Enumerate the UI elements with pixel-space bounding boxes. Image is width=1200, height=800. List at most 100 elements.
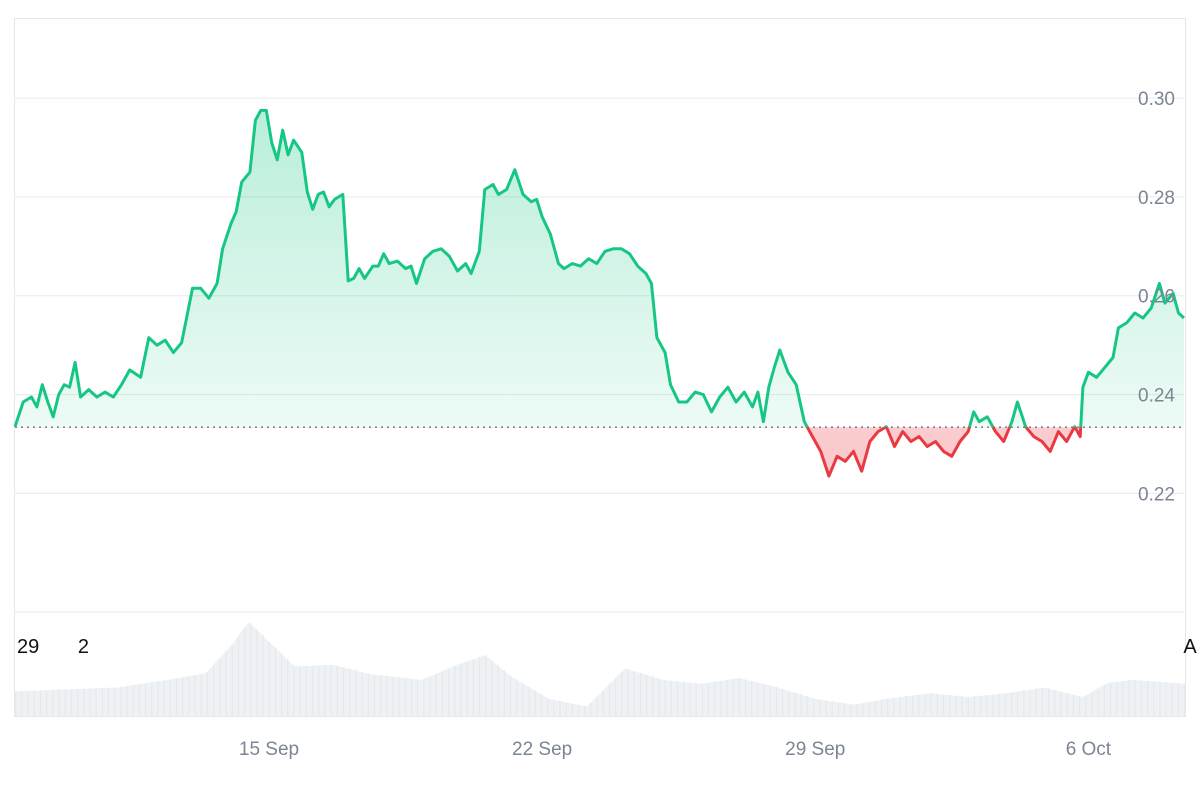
volume-bar	[744, 679, 747, 716]
edge-label: 29	[17, 636, 39, 658]
volume-bar	[775, 687, 778, 716]
volume-bar	[1153, 681, 1155, 716]
plot-frame	[14, 18, 1186, 717]
volume-bar	[608, 684, 611, 716]
volume-bar	[887, 698, 889, 716]
volume-bar	[1171, 682, 1173, 716]
volume-bar	[769, 685, 771, 716]
volume-bar	[342, 667, 345, 716]
volume-bar	[256, 629, 258, 716]
volume-bar	[435, 674, 437, 716]
volume-bar	[621, 672, 623, 716]
volume-bar	[1054, 690, 1056, 716]
area-fill-above-baseline	[15, 110, 1184, 428]
volume-bar	[850, 704, 852, 716]
volume-bar	[101, 688, 103, 716]
volume-bar	[194, 675, 196, 716]
volume-bar	[336, 665, 338, 716]
volume-bar	[410, 678, 413, 716]
volume-bar	[874, 700, 877, 716]
volume-bar	[89, 688, 91, 716]
volume-bar	[497, 665, 499, 716]
volume-bar	[324, 665, 326, 716]
volume-bar	[175, 678, 178, 716]
volume-bar	[114, 687, 116, 716]
volume-bar	[973, 696, 976, 716]
volume-bar	[305, 666, 308, 716]
volume-bar	[571, 703, 574, 716]
volume-bar	[243, 628, 246, 716]
volume-bar	[553, 699, 555, 716]
volume-bar	[318, 665, 320, 716]
volume-bar	[169, 679, 171, 716]
volume-bar	[107, 687, 110, 716]
volume-bar	[1097, 688, 1099, 716]
volume-bar	[33, 690, 35, 716]
volume-bar	[417, 679, 419, 716]
volume-bar	[126, 686, 128, 716]
volume-bar	[349, 668, 351, 716]
volume-bar	[491, 660, 493, 716]
volume-bar	[812, 698, 815, 716]
volume-bar	[652, 676, 654, 716]
volume-bar	[70, 689, 73, 716]
volume-bar	[299, 666, 301, 716]
volume-bar	[237, 636, 240, 716]
volume-bar	[627, 669, 629, 716]
volume-bar	[516, 679, 518, 716]
volume-bar	[1091, 692, 1093, 716]
x-tick-label: 15 Sep	[239, 739, 299, 760]
volume-bar	[782, 688, 784, 716]
volume-bar	[856, 704, 858, 716]
volume-bar	[670, 680, 672, 716]
volume-bar	[1035, 688, 1037, 716]
volume-bar	[1140, 680, 1143, 716]
volume-bar	[95, 688, 97, 716]
volume-bar	[392, 676, 394, 716]
volume-bar	[559, 701, 561, 716]
volume-bar	[918, 694, 920, 716]
x-tick-label: 29 Sep	[785, 739, 845, 760]
volume-bar	[58, 689, 60, 716]
volume-bar	[1072, 694, 1075, 716]
volume-bar	[924, 693, 926, 716]
volume-bar	[21, 691, 23, 716]
volume-bar	[212, 665, 215, 716]
volume-bar	[720, 680, 722, 716]
volume-bar	[206, 672, 209, 716]
volume-bar	[281, 653, 283, 716]
volume-bar	[862, 703, 864, 716]
volume-bar	[274, 647, 277, 716]
volume-bar	[1177, 683, 1180, 716]
volume-bar	[27, 690, 29, 716]
volume-bar	[466, 661, 468, 716]
y-tick-label: 0.28	[1138, 188, 1175, 209]
volume-bar	[404, 678, 407, 716]
x-tick-label: 6 Oct	[1066, 739, 1112, 760]
volume-bar	[219, 658, 221, 716]
volume-bar	[806, 696, 809, 716]
volume-bar	[250, 623, 252, 716]
volume-bar	[831, 701, 833, 716]
volume-bar	[825, 700, 827, 716]
volume-bar	[880, 699, 883, 716]
volume-bar	[293, 665, 295, 716]
volume-bar	[200, 674, 202, 716]
volume-bar	[676, 681, 679, 716]
volume-bar	[633, 671, 635, 716]
volume-bar	[188, 676, 190, 716]
volume-bar	[615, 678, 617, 716]
volume-bar	[683, 681, 685, 716]
volume-bar	[596, 696, 598, 716]
volume-bar	[819, 699, 821, 716]
volume-bar	[522, 683, 524, 716]
volume-bar	[163, 680, 165, 716]
volume-bar	[151, 682, 153, 716]
volume-bar	[979, 695, 982, 716]
volume-bars	[15, 623, 1186, 716]
price-line-above-baseline	[13, 108, 1186, 428]
volume-bar	[837, 702, 839, 716]
volume-bar	[144, 683, 147, 716]
volume-bar	[157, 681, 159, 716]
volume-bar	[534, 690, 536, 716]
